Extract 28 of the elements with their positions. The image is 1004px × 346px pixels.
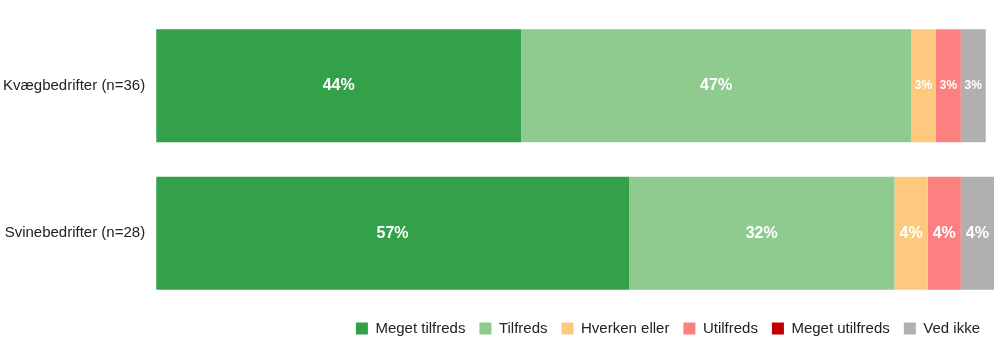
data-label: 4% — [899, 223, 923, 241]
legend-label: Utilfreds — [702, 318, 758, 336]
bar — [156, 29, 522, 143]
bar — [935, 29, 961, 143]
data-label: 3% — [939, 78, 958, 93]
legend-label: Ved ikke — [923, 318, 981, 336]
bar — [927, 176, 961, 290]
bar — [960, 29, 986, 143]
legend-label: Hverken eller — [581, 318, 670, 336]
data-label: 3% — [964, 78, 983, 93]
bar — [629, 176, 895, 290]
bar — [894, 176, 928, 290]
data-label: 47% — [700, 76, 733, 94]
legend-label: Meget tilfreds — [375, 318, 466, 336]
bar — [960, 176, 994, 290]
data-label: 3% — [914, 78, 933, 93]
data-label: 32% — [745, 223, 778, 241]
y-tick-label: Kvægbedrifter (n=36) — [3, 75, 146, 93]
data-label: 4% — [932, 223, 956, 241]
data-label: 44% — [322, 76, 355, 94]
y-tick-label: Svinebedrifter (n=28) — [4, 223, 146, 241]
data-label: 4% — [965, 223, 989, 241]
bar — [156, 176, 629, 290]
data-label: 57% — [376, 223, 409, 241]
legend-label: Tilfreds — [498, 318, 548, 336]
legend-label: Meget utilfreds — [791, 318, 890, 336]
bar — [911, 29, 936, 143]
bar — [521, 29, 912, 143]
